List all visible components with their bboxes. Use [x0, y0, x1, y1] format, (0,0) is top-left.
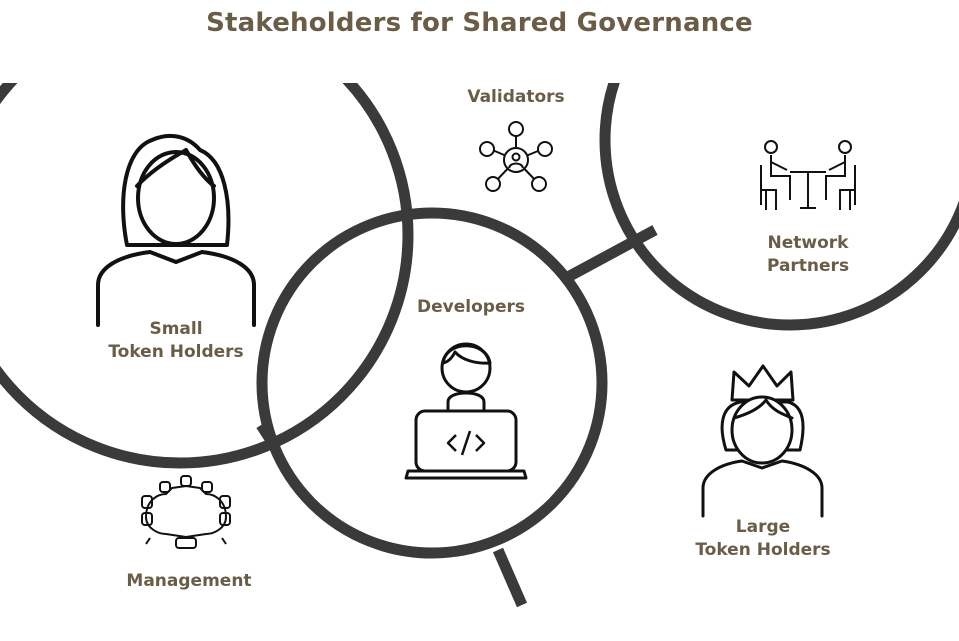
validators-label: Validators	[467, 87, 565, 107]
network-partners-line-1: Network	[767, 233, 849, 253]
management-label: Management	[126, 571, 252, 591]
large-holders-line-2: Token Holders	[695, 540, 831, 560]
label-developers: Developers	[396, 296, 546, 319]
label-large-holders: Large Token Holders	[683, 516, 843, 562]
small-holders-line-1: Small	[149, 319, 203, 339]
large-holders-line-1: Large	[735, 517, 791, 537]
connector-bottom	[492, 547, 528, 608]
network-node-icon	[479, 121, 553, 192]
small-holders-line-2: Token Holders	[108, 342, 244, 362]
label-validators: Validators	[446, 86, 586, 109]
connector-developers-partners	[563, 225, 658, 283]
circle-network-partners	[599, 83, 959, 331]
meeting-icon	[760, 140, 856, 210]
label-network-partners: Network Partners	[738, 232, 878, 278]
developers-label: Developers	[417, 297, 525, 317]
woman-icon	[96, 133, 256, 327]
circle-small-holders	[0, 83, 414, 469]
label-management: Management	[109, 570, 269, 593]
network-partners-line-2: Partners	[766, 256, 850, 276]
label-small-holders: Small Token Holders	[96, 318, 256, 364]
circle-developers	[256, 207, 608, 559]
connector-small-developers	[256, 422, 277, 445]
conference-table-icon	[141, 475, 231, 549]
developer-laptop-icon	[404, 342, 528, 480]
crowned-woman-icon	[701, 364, 824, 518]
diagram-title: Stakeholders for Shared Governance	[206, 8, 753, 38]
